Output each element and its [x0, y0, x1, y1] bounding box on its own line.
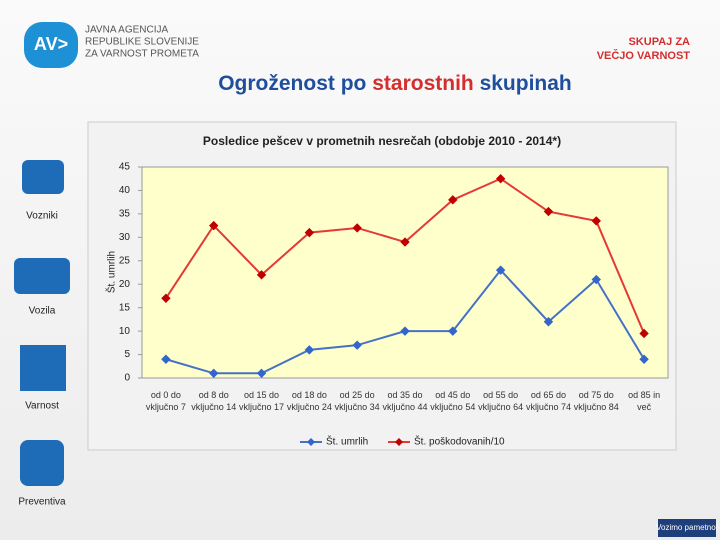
point-marker: [352, 340, 362, 350]
x-tick-label: od 0 do vključno 7: [145, 390, 186, 412]
point-marker: [495, 174, 506, 184]
agency-line: ZA VARNOST PROMETA: [85, 49, 199, 60]
x-tick-label: od 18 do vključno 24: [286, 390, 332, 412]
y-tick-label: 5: [124, 349, 130, 360]
chart-title: Posledice pešcev v prometnih nesrečah (o…: [203, 134, 561, 148]
y-tick-label: 15: [119, 302, 131, 313]
title-part: Ogroženost po: [218, 72, 372, 95]
x-tick-label: od 25 do vključno 34: [334, 390, 380, 412]
y-axis-label: Št. umrlih: [105, 251, 118, 293]
y-tick-label: 40: [119, 185, 131, 196]
point-marker: [304, 227, 315, 238]
footer-badge: [658, 519, 716, 537]
point-marker: [591, 274, 601, 285]
slogan-line: VEČJO VARNOST: [597, 49, 691, 62]
y-tick-label: 0: [124, 373, 130, 384]
point-marker: [639, 354, 649, 364]
x-tick-label: od 35 do vključno 44: [382, 390, 428, 412]
logo-mark: AV>: [34, 34, 68, 54]
x-tick-label: od 65 do vključno 74: [525, 390, 571, 412]
y-tick-label: 35: [119, 209, 131, 220]
point-marker: [209, 368, 219, 379]
point-marker: [400, 326, 410, 336]
sidebar-label: Vozniki: [26, 211, 58, 222]
x-tick-label: od 45 do vključno 54: [430, 390, 476, 412]
icon-prevention: [20, 440, 64, 486]
y-tick-label: 20: [119, 279, 131, 290]
agency-line: REPUBLIKE SLOVENIJE: [85, 37, 199, 48]
y-tick-label: 10: [119, 326, 131, 337]
point-marker: [304, 345, 315, 355]
plot-area: [141, 166, 669, 379]
point-marker: [256, 270, 267, 280]
sidebar-label: Preventiva: [18, 497, 66, 508]
y-tick-label: 30: [119, 232, 131, 243]
agency-line: JAVNA AGENCIJA: [85, 25, 169, 36]
point-marker: [639, 328, 649, 339]
point-marker: [543, 206, 554, 217]
point-marker: [352, 223, 362, 233]
y-tick-label: 45: [119, 162, 131, 173]
point-marker: [543, 317, 554, 327]
x-tick-label: od 15 do vključno 17: [239, 390, 285, 412]
title-part: starostnih: [372, 72, 474, 95]
point-marker: [256, 368, 267, 379]
icon-vehicles: [14, 258, 70, 294]
x-tick-label: od 85 in več: [628, 390, 661, 412]
y-tick-label: 25: [119, 255, 131, 266]
sidebar-label: Varnost: [25, 401, 59, 412]
title-part: skupinah: [474, 72, 572, 95]
x-tick-label: od 75 do vključno 84: [573, 390, 619, 412]
x-tick-label: od 55 do vključno 64: [478, 390, 524, 412]
slide-title: Ogroženost po starostnih skupinah: [218, 72, 572, 95]
point-marker: [161, 354, 171, 364]
icon-driver: [22, 160, 64, 194]
x-tick-label: od 8 do vključno 14: [191, 390, 237, 412]
slogan-line: SKUPAJ ZA: [628, 36, 690, 48]
point-marker: [161, 293, 171, 303]
logo: [24, 22, 78, 68]
point-marker: [448, 195, 458, 205]
legend-marker: [395, 438, 403, 446]
legend-label: Št. poškodovanih/10: [414, 435, 505, 448]
point-marker: [591, 216, 601, 226]
point-marker: [209, 220, 219, 231]
point-marker: [400, 237, 410, 247]
legend-marker: [307, 438, 315, 446]
footer-text: Vozimo pametno!: [656, 523, 718, 532]
legend-label: Št. umrlih: [326, 435, 368, 448]
sidebar-label: Vozila: [29, 306, 56, 317]
icon-safety: [20, 345, 66, 391]
point-marker: [448, 326, 458, 336]
point-marker: [495, 265, 506, 275]
